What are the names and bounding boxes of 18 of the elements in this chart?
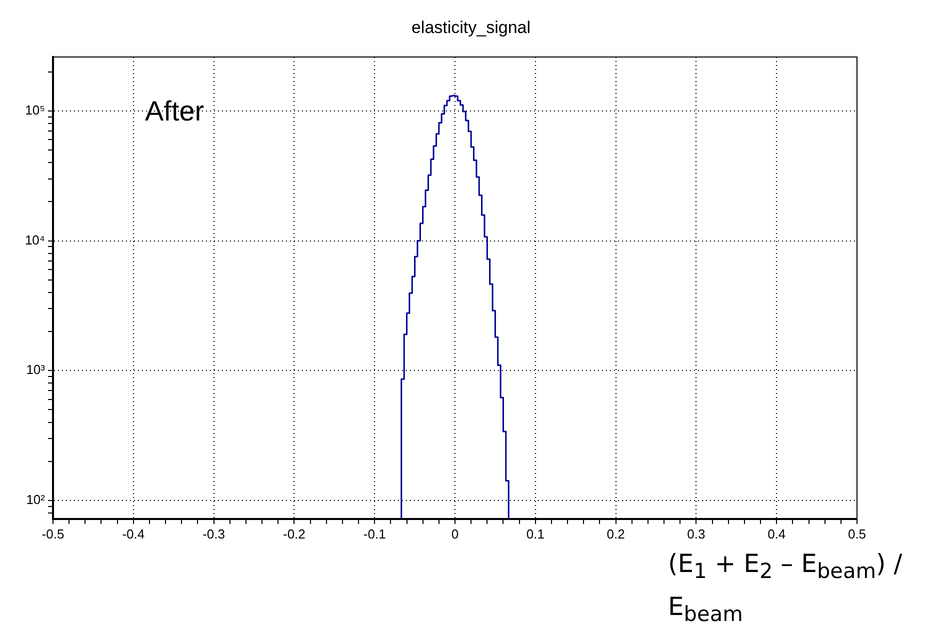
x-tick-label: 0.1	[526, 526, 544, 542]
y-tick-label: 10³	[26, 362, 46, 378]
x-tick-label: 0.5	[848, 526, 866, 542]
y-tick-label: 10⁵	[25, 102, 45, 118]
text: (E$_{1}$ + E$_{2}$ – E$_{beam}$) / E$_{beam}$	[668, 549, 902, 626]
x-tick-label: 0.2	[606, 526, 625, 542]
x-tick-label: -0.5	[42, 526, 64, 542]
x-tick-label: -0.3	[202, 526, 226, 542]
annotation: After	[145, 96, 204, 127]
x-tick-label: 0.4	[768, 526, 786, 542]
x-tick-label: 0.3	[687, 526, 706, 542]
y-tick-label: 10²	[26, 492, 46, 508]
y-tick-label: 10⁴	[24, 232, 45, 248]
x-tick-label: -0.4	[122, 526, 145, 542]
chart-title: elasticity_signal	[410, 18, 532, 38]
x-tick-label: -0.2	[282, 526, 306, 542]
x-tick-label: 0	[451, 526, 459, 542]
x-tick-label: -0.1	[363, 526, 386, 542]
